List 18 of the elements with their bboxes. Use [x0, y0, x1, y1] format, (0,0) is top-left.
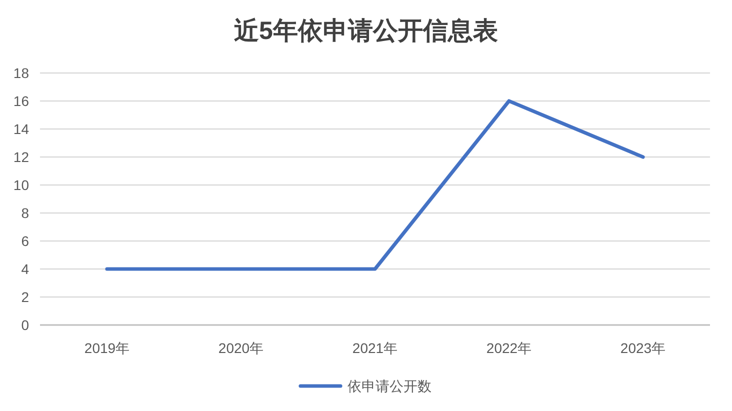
chart-title: 近5年依申请公开信息表 — [234, 17, 498, 45]
y-tick-label: 10 — [13, 177, 30, 193]
legend-label: 依申请公开数 — [348, 378, 432, 394]
x-tick-label: 2020年 — [218, 340, 264, 356]
y-tick-label: 12 — [13, 149, 30, 165]
y-tick-label: 6 — [21, 233, 30, 249]
legend: 依申请公开数 — [298, 378, 432, 394]
y-tick-label: 2 — [21, 289, 30, 305]
y-tick-label: 4 — [21, 261, 30, 277]
y-tick-label: 0 — [21, 317, 30, 333]
x-tick-label: 2019年 — [84, 340, 130, 356]
x-tick-label: 2021年 — [352, 340, 398, 356]
y-tick-label: 18 — [13, 65, 30, 81]
x-tick-label: 2022年 — [486, 340, 532, 356]
y-tick-label: 8 — [21, 205, 30, 221]
y-tick-label: 14 — [13, 121, 30, 137]
y-tick-label: 16 — [13, 93, 30, 109]
x-tick-label: 2023年 — [620, 340, 666, 356]
